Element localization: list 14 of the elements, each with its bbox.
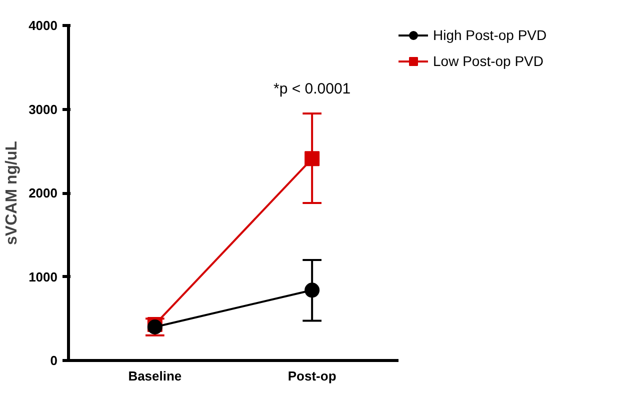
y-tick-label: 2000 <box>28 186 58 200</box>
legend-label: Low Post-op PVD <box>433 53 544 69</box>
y-tick-label: 4000 <box>28 18 58 33</box>
point <box>304 151 320 166</box>
point <box>147 320 162 334</box>
y-axis-title: sVCAM ng/uL <box>4 140 21 245</box>
legend-label: High Post-op PVD <box>433 27 547 43</box>
y-tick-label: 0 <box>50 353 58 368</box>
x-tick-label: Baseline <box>128 368 182 384</box>
y-tick-label: 3000 <box>28 102 58 117</box>
point <box>304 282 320 298</box>
y-tick-label: 1000 <box>28 269 58 284</box>
x-tick-label: Post-op <box>288 368 336 384</box>
annotation: *p < 0.0001 <box>273 80 351 98</box>
